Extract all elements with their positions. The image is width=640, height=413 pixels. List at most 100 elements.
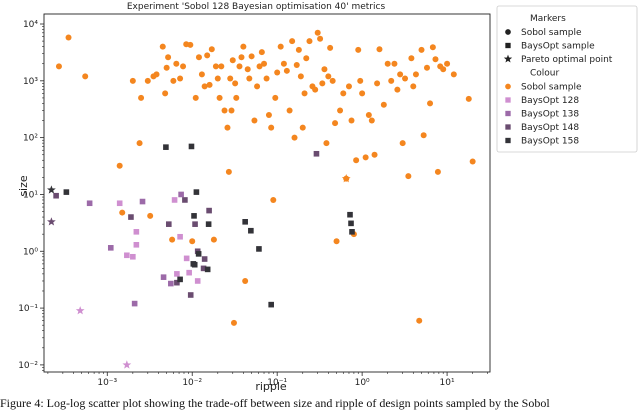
- data-point: [147, 212, 154, 219]
- legend-colour-label: BaysOpt 138: [521, 110, 579, 120]
- series-pareto-optimal-point: [341, 174, 351, 183]
- data-point: [182, 197, 188, 203]
- data-point: [321, 66, 328, 73]
- x-tick-label: 10⁻³: [97, 378, 117, 388]
- legend-marker-star: [503, 54, 513, 63]
- data-point: [65, 34, 72, 41]
- data-point: [130, 253, 136, 260]
- data-point: [201, 256, 208, 262]
- data-point: [280, 60, 287, 67]
- data-point: [183, 255, 190, 262]
- data-point: [371, 151, 378, 158]
- data-point: [174, 279, 180, 286]
- data-point: [191, 213, 197, 219]
- data-point: [313, 150, 320, 157]
- data-point: [192, 221, 198, 227]
- data-point: [138, 94, 145, 101]
- series-sobol-sample: [55, 29, 476, 326]
- data-point: [348, 117, 355, 124]
- figure-caption: Figure 4: Log-log scatter plot showing t…: [0, 396, 550, 410]
- plot-frame: [43, 13, 491, 373]
- data-point: [244, 66, 251, 73]
- data-point: [248, 53, 255, 60]
- data-point: [171, 197, 178, 203]
- data-point: [160, 274, 167, 280]
- data-point: [133, 229, 140, 235]
- legend-colour-swatch: [505, 97, 511, 103]
- data-point: [306, 38, 313, 45]
- data-point: [177, 75, 184, 82]
- data-point: [359, 90, 366, 97]
- data-point: [345, 83, 352, 90]
- data-point: [242, 277, 249, 284]
- legend-colour-swatch: [505, 137, 511, 144]
- plot-area: [43, 13, 491, 373]
- data-point: [221, 107, 228, 114]
- data-point: [178, 191, 184, 198]
- data-points: [47, 29, 476, 369]
- data-point: [337, 107, 344, 114]
- data-point: [191, 261, 198, 268]
- data-point: [173, 60, 180, 67]
- data-point: [242, 219, 248, 225]
- legend-markers-title: Markers: [530, 14, 566, 24]
- legend-marker-label: BaysOpt sample: [521, 42, 595, 52]
- legend-colour-label: Sobol sample: [521, 83, 582, 93]
- data-point: [124, 252, 130, 259]
- data-point: [319, 80, 326, 87]
- data-point: [195, 251, 202, 257]
- data-point: [303, 55, 310, 62]
- data-point: [201, 83, 208, 90]
- y-tick-label: 10⁻²: [18, 361, 38, 371]
- data-point: [256, 63, 263, 70]
- data-point: [301, 90, 308, 97]
- x-tick-label: 10⁻²: [182, 378, 202, 388]
- data-point: [420, 132, 427, 139]
- data-point: [362, 154, 369, 161]
- data-point: [380, 101, 387, 108]
- data-point: [332, 120, 339, 127]
- data-point: [429, 44, 436, 51]
- legend: Markers Sobol sample BaysOpt sample Pareto …: [496, 5, 638, 153]
- data-point: [444, 60, 451, 67]
- data-point: [198, 71, 205, 78]
- data-point: [384, 60, 391, 67]
- series-baysopt-158: [63, 143, 355, 308]
- data-point: [277, 43, 284, 50]
- x-tick-label: 10⁰: [355, 378, 370, 388]
- data-point: [177, 276, 183, 283]
- data-point: [312, 86, 319, 93]
- data-point: [432, 56, 439, 63]
- data-point: [174, 271, 180, 277]
- data-point: [107, 245, 114, 251]
- data-point: [139, 198, 146, 205]
- data-point: [341, 174, 351, 183]
- data-point: [376, 46, 383, 53]
- data-point: [272, 94, 279, 101]
- data-point: [165, 54, 172, 61]
- data-point: [75, 306, 85, 315]
- data-point: [353, 157, 360, 164]
- y-tick-label: 10⁻¹: [18, 304, 38, 314]
- data-point: [268, 124, 275, 131]
- data-point: [195, 54, 202, 61]
- y-tick-label: 10³: [23, 77, 38, 87]
- data-point: [265, 112, 272, 119]
- data-point: [317, 35, 324, 42]
- data-point: [357, 77, 364, 84]
- data-point: [225, 168, 232, 175]
- data-point: [128, 214, 134, 220]
- x-tick-label: 10⁻¹: [267, 378, 287, 388]
- legend-colour-label: BaysOpt 148: [521, 123, 579, 133]
- legend-marker-square: [505, 42, 511, 49]
- y-tick-label: 10⁴: [23, 20, 38, 30]
- legend-colour-label: BaysOpt 158: [521, 137, 579, 147]
- data-point: [206, 207, 212, 214]
- data-point: [254, 83, 261, 90]
- data-point: [246, 75, 253, 82]
- data-point: [295, 46, 302, 53]
- data-point: [144, 77, 151, 84]
- data-point: [256, 246, 262, 252]
- data-point: [355, 46, 362, 53]
- scatter-chart: Experiment 'Sobol 128 Bayesian optimisat…: [17, 2, 638, 393]
